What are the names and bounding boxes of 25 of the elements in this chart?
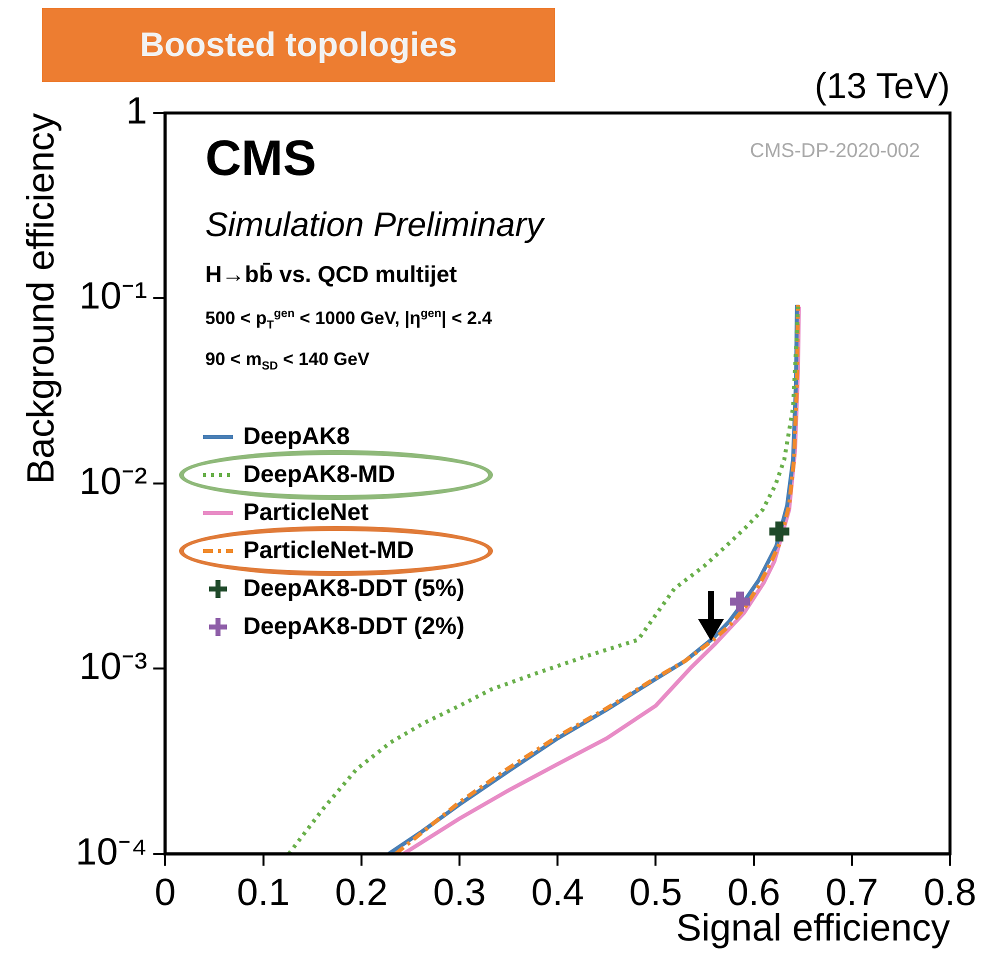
legend-label: DeepAK8-DDT (2%) xyxy=(243,613,465,641)
y-tick-label: 10⁻³ xyxy=(79,646,148,688)
x-tick-label: 0 xyxy=(154,872,176,914)
x-tick-label: 0.4 xyxy=(531,872,584,914)
annotation: 500 < p$_{T}$$^{gen}$ < 1000 GeV, |η$^{gen}$| < 2.4 xyxy=(205,307,492,332)
y-tick-label: 10⁻² xyxy=(79,460,148,503)
legend-label: ParticleNet-MD xyxy=(243,537,414,565)
y-tick-label: 1 xyxy=(126,90,148,132)
annotation: CMS-DP-2020-002 xyxy=(750,140,920,162)
legend-label: DeepAK8 xyxy=(243,423,350,451)
legend-label: DeepAK8-MD xyxy=(243,461,396,489)
legend-label: DeepAK8-DDT (5%) xyxy=(243,575,465,603)
annotation: 90 < m$_{SD}$ < 140 GeV xyxy=(205,349,370,373)
annotation: H→bb̄ vs. QCD multijet xyxy=(205,261,457,287)
x-tick-label: 0.3 xyxy=(433,872,486,914)
x-tick-label: 0.2 xyxy=(334,872,388,914)
y-tick-label: 10⁻¹ xyxy=(79,276,148,318)
text: (13 TeV) xyxy=(814,65,950,106)
x-tick-label: 0.1 xyxy=(236,872,290,914)
chart-title: Boosted topologies xyxy=(42,8,555,82)
annotation: Simulation Preliminary xyxy=(205,206,544,244)
legend-label: ParticleNet xyxy=(243,499,369,527)
y-axis-title: Background efficiency xyxy=(20,113,62,484)
annotation: CMS xyxy=(205,130,316,186)
y-tick-label: 10⁻⁴ xyxy=(76,831,148,874)
